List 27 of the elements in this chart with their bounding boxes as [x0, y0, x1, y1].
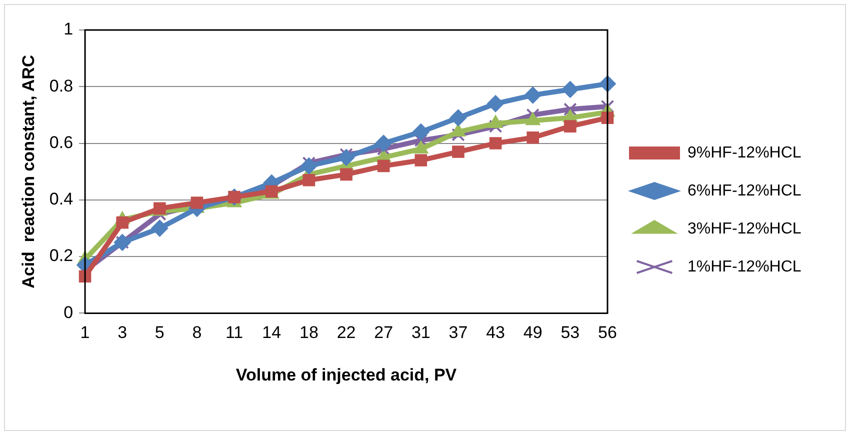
x-tick-label: 22 — [336, 323, 356, 342]
legend-label: 9%HF-12%HCL — [688, 144, 802, 162]
y-tick-label: 0.2 — [49, 246, 74, 266]
y-tick-label: 0.4 — [49, 190, 74, 209]
x-tick-label: 5 — [154, 323, 164, 342]
x-tick-label: 27 — [374, 323, 394, 342]
legend-label: 1%HF-12%HCL — [688, 258, 802, 276]
y-axis-title: Acid reaction constant, ARC — [18, 54, 38, 288]
x-tick-label: 49 — [523, 323, 542, 342]
x-tick-label: 3 — [118, 323, 128, 342]
x-axis-title: Volume of injected acid, PV — [236, 365, 458, 384]
x-tick-label: 18 — [299, 323, 318, 342]
x-tick-label: 31 — [411, 323, 430, 342]
y-tick-label: 0 — [64, 302, 74, 322]
x-tick-label: 37 — [448, 323, 468, 342]
y-tick-label: 0.6 — [49, 132, 74, 152]
x-tick-label: 43 — [486, 323, 506, 342]
x-tick-label: 11 — [225, 323, 244, 342]
y-tick-label: 1 — [64, 20, 74, 39]
x-tick-label: 14 — [262, 323, 282, 342]
y-tick-label: 0.8 — [49, 76, 74, 96]
x-tick-label: 56 — [598, 323, 617, 342]
legend-label: 6%HF-12%HCL — [688, 182, 802, 200]
x-tick-label: 1 — [80, 323, 90, 342]
x-tick-label: 53 — [560, 323, 580, 342]
legend-label: 3%HF-12%HCL — [688, 220, 802, 238]
x-tick-label: 8 — [192, 323, 202, 342]
